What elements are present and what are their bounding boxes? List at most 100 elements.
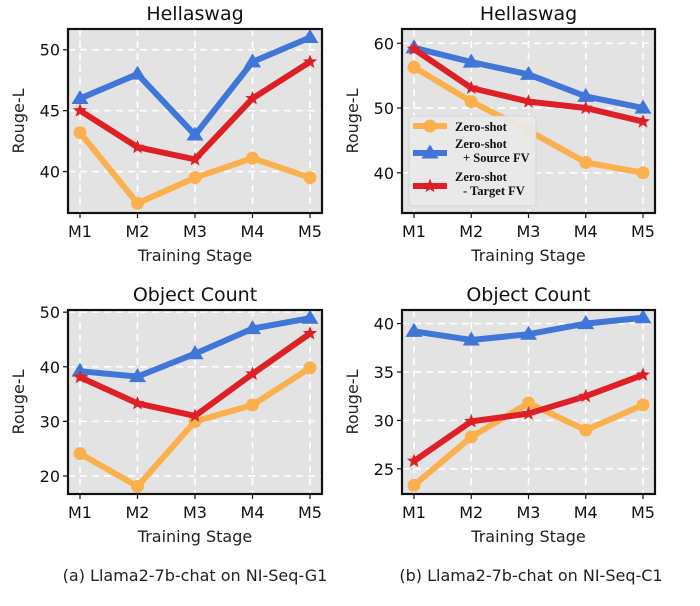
legend-item-target_fv: Zero-shot- Target FV — [413, 170, 525, 198]
data-point-source_fv — [186, 126, 204, 141]
data-point-source_fv — [301, 29, 319, 44]
y-axis-label: Rouge-L — [343, 88, 362, 153]
x-axis-label: Training Stage — [137, 527, 252, 546]
legend-label: Zero-shot — [455, 120, 508, 134]
chart-title: Object Count — [133, 284, 257, 306]
legend-label: Zero-shot — [455, 170, 508, 184]
x-axis-label: Training Stage — [470, 246, 585, 265]
y-tick-label: 25 — [374, 460, 394, 479]
data-point-target_fv — [302, 54, 318, 68]
x-tick-label: M3 — [517, 222, 541, 241]
legend-marker-circle — [423, 119, 437, 133]
data-point-zero_shot — [303, 361, 317, 375]
y-tick-label: 50 — [40, 303, 60, 322]
data-point-source_fv — [405, 322, 423, 337]
x-tick-label: M4 — [574, 222, 598, 241]
data-point-target_fv — [245, 366, 260, 380]
data-point-target_fv — [245, 90, 260, 105]
legend-item-source_fv: Zero-shot+ Source FV — [413, 137, 530, 165]
x-tick-label: M1 — [402, 222, 426, 241]
data-point-zero_shot — [579, 423, 593, 437]
data-point-source_fv — [577, 315, 595, 330]
chart-panel-bottom-right: M1 M2 M3 M4 M5 25 30 35 40 Object Count Training S… — [343, 284, 657, 546]
x-tick-label: M5 — [631, 222, 655, 241]
x-tick-label: M1 — [402, 503, 426, 522]
y-tick-label: 60 — [374, 34, 394, 53]
data-point-source_fv — [577, 87, 595, 102]
data-point-source_fv — [520, 65, 537, 80]
data-point-target_fv — [578, 100, 593, 115]
caption-b: (b) Llama2-7b-chat on NI-Seq-C1 — [399, 566, 662, 585]
legend-marker-triangle — [421, 144, 439, 159]
data-point-zero_shot — [73, 447, 87, 461]
data-point-source_fv — [186, 345, 204, 360]
data-point-target_fv — [130, 395, 145, 410]
legend-marker-star — [422, 178, 438, 193]
y-tick-label: 20 — [40, 467, 60, 486]
data-point-zero_shot — [246, 398, 259, 412]
data-point-target_fv — [635, 114, 651, 128]
data-point-zero_shot — [246, 151, 259, 165]
data-point-zero_shot — [188, 171, 202, 185]
x-tick-label: M4 — [241, 503, 265, 522]
data-point-source_fv — [462, 53, 480, 68]
data-point-source_fv — [462, 331, 480, 346]
data-point-target_fv — [578, 388, 593, 403]
y-tick-label: 30 — [374, 411, 394, 430]
data-point-source_fv — [244, 320, 261, 335]
x-tick-label: M1 — [68, 503, 92, 522]
data-point-source_fv — [520, 325, 537, 340]
legend-item-zero_shot: Zero-shot — [413, 119, 508, 134]
x-tick-label: M5 — [298, 503, 322, 522]
data-point-target_fv — [635, 367, 651, 381]
caption-a: (a) Llama2-7b-chat on NI-Seq-G1 — [63, 566, 328, 585]
data-point-zero_shot — [522, 396, 535, 410]
y-tick-label: 50 — [374, 99, 394, 118]
data-point-zero_shot — [303, 171, 317, 185]
legend-label: Zero-shot — [455, 137, 508, 151]
data-point-source_fv — [71, 89, 89, 104]
x-tick-label: M2 — [459, 503, 483, 522]
data-point-target_fv — [521, 406, 536, 420]
y-tick-label: 35 — [374, 363, 394, 382]
data-point-source_fv — [129, 65, 146, 80]
data-point-source_fv — [301, 309, 319, 324]
x-axis-label: Training Stage — [470, 527, 585, 546]
data-point-target_fv — [72, 103, 88, 117]
x-tick-label: M3 — [183, 222, 207, 241]
data-point-zero_shot — [407, 478, 421, 492]
y-axis-label: Rouge-L — [9, 88, 28, 153]
x-tick-label: M2 — [126, 503, 150, 522]
y-tick-label: 40 — [374, 315, 394, 334]
x-axis-label: Training Stage — [137, 246, 252, 265]
y-axis-label: Rouge-L — [9, 369, 28, 434]
y-tick-label: 40 — [40, 163, 60, 182]
y-tick-label: 50 — [40, 41, 60, 60]
legend-label-line2: - Target FV — [463, 184, 525, 198]
x-tick-label: M3 — [183, 503, 207, 522]
data-point-target_fv — [406, 41, 422, 56]
data-point-zero_shot — [579, 155, 593, 169]
data-point-target_fv — [406, 453, 422, 468]
data-point-source_fv — [634, 99, 652, 114]
chart-title: Object Count — [466, 284, 590, 306]
chart-title: Hellaswag — [480, 3, 577, 25]
chart-panel-top-left: M1 M2 M3 M4 M5 40 45 50 Hellaswag Training Stage R… — [9, 3, 324, 265]
data-point-zero_shot — [131, 196, 144, 210]
x-tick-label: M2 — [126, 222, 150, 241]
x-tick-label: M1 — [68, 222, 92, 241]
chart-title: Hellaswag — [146, 3, 243, 25]
y-tick-label: 30 — [40, 412, 60, 431]
y-tick-label: 40 — [374, 164, 394, 183]
data-point-target_fv — [302, 325, 318, 340]
x-tick-label: M4 — [241, 222, 265, 241]
legend-label-line2: + Source FV — [463, 151, 530, 165]
data-point-source_fv — [244, 53, 261, 68]
chart-panel-bottom-left: M1 M2 M3 M4 M5 20 30 40 50 Object Count Training S… — [9, 284, 324, 546]
data-point-target_fv — [187, 151, 203, 166]
data-point-zero_shot — [636, 398, 650, 412]
x-tick-label: M5 — [298, 222, 322, 241]
x-tick-label: M4 — [574, 503, 598, 522]
